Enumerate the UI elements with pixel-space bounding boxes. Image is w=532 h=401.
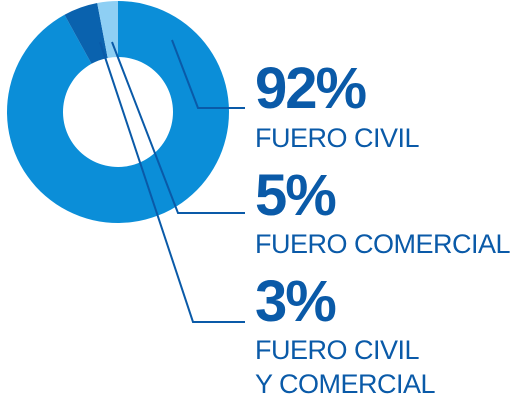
leader-line (99, 41, 245, 323)
leader-line (171, 39, 245, 109)
leader-lines (99, 39, 245, 323)
donut (6, 1, 230, 224)
donut-slice (64, 2, 108, 64)
value-label: 92% (255, 56, 367, 121)
category-label: FUERO CIVIL (255, 123, 420, 153)
value-label: 5% (255, 163, 337, 228)
category-label: FUERO COMERCIAL (255, 229, 511, 259)
donut-slice (6, 1, 230, 224)
value-label: 3% (255, 269, 337, 334)
category-label: FUERO CIVIL Y COMERCIAL (255, 335, 436, 399)
leader-line (111, 41, 245, 214)
